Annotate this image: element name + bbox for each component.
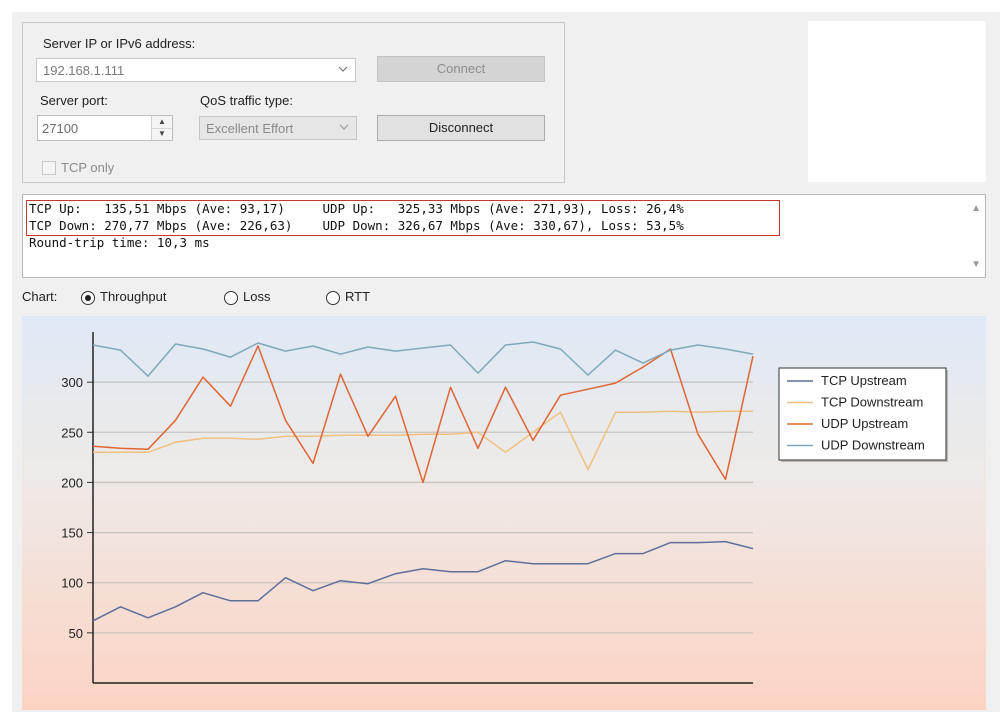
legend-label-udp-downstream: UDP Downstream [821, 438, 925, 453]
server-address-combobox[interactable]: 192.168.1.111 [36, 58, 356, 82]
stats-line-1: TCP Up: 135,51 Mbps (Ave: 93,17) UDP Up:… [29, 201, 684, 216]
series-line-udp-downstream [92, 341, 754, 377]
series-line-tcp-downstream [93, 410, 753, 471]
scroll-up-icon[interactable]: ▲ [971, 203, 981, 214]
server-port-label: Server port: [40, 93, 108, 108]
tcp-only-checkbox[interactable] [42, 161, 56, 175]
stats-line-2: TCP Down: 270,77 Mbps (Ave: 226,63) UDP … [29, 218, 684, 233]
stepper-down-icon[interactable]: ▼ [158, 129, 166, 138]
series-line-tcp-upstream [92, 540, 754, 622]
y-tick-label: 200 [61, 475, 83, 490]
qos-type-value: Excellent Effort [206, 121, 294, 136]
server-address-value: 192.168.1.111 [43, 63, 125, 78]
loss-radio[interactable] [224, 291, 238, 305]
chart-selector-label: Chart: [22, 289, 58, 304]
stepper-up-icon[interactable]: ▲ [152, 116, 172, 129]
loss-radio-label: Loss [243, 289, 271, 304]
rtt-radio-label: RTT [345, 289, 371, 304]
legend-box [778, 367, 947, 461]
scroll-down-icon[interactable]: ▼ [971, 259, 981, 270]
chevron-down-icon[interactable] [337, 63, 349, 75]
disconnect-button[interactable]: Disconnect [377, 115, 545, 141]
stats-line-3: Round-trip time: 10,3 ms [29, 235, 210, 250]
throughput-chart: 50 100 150 200 250 300 TCP Upstream TCP Downst… [22, 316, 986, 710]
series-line-udp-upstream [92, 345, 754, 484]
server-port-stepper[interactable]: 27100 ▲ ▼ [37, 115, 173, 141]
rtt-radio[interactable] [326, 291, 340, 305]
chevron-down-icon[interactable] [338, 121, 350, 133]
tcp-only-label: TCP only [61, 160, 115, 175]
y-tick-label: 300 [61, 375, 83, 390]
chart-svg: 50 100 150 200 250 300 TCP Upstream TCP Downst… [22, 316, 986, 710]
y-tick-label: 100 [61, 576, 83, 591]
y-tick-label: 150 [61, 526, 83, 541]
connection-group: Server IP or IPv6 address: 192.168.1.111… [22, 22, 565, 183]
stats-highlight-box [26, 200, 780, 236]
stats-log[interactable]: TCP Up: 135,51 Mbps (Ave: 93,17) UDP Up:… [22, 194, 986, 278]
legend-label-tcp-downstream: TCP Downstream [821, 395, 923, 410]
y-tick-label: 250 [61, 425, 83, 440]
throughput-radio-label: Throughput [100, 289, 167, 304]
legend-label-tcp-upstream: TCP Upstream [821, 373, 907, 388]
preview-panel [808, 21, 986, 182]
throughput-radio[interactable] [81, 291, 95, 305]
y-tick-label: 50 [69, 626, 83, 641]
qos-type-combobox[interactable]: Excellent Effort [199, 116, 357, 140]
server-address-label: Server IP or IPv6 address: [43, 36, 196, 51]
port-stepper-arrows: ▲ ▼ [151, 116, 172, 140]
connect-button[interactable]: Connect [377, 56, 545, 82]
server-port-value: 27100 [42, 121, 79, 136]
qos-type-label: QoS traffic type: [200, 93, 293, 108]
legend-label-udp-upstream: UDP Upstream [821, 416, 908, 431]
